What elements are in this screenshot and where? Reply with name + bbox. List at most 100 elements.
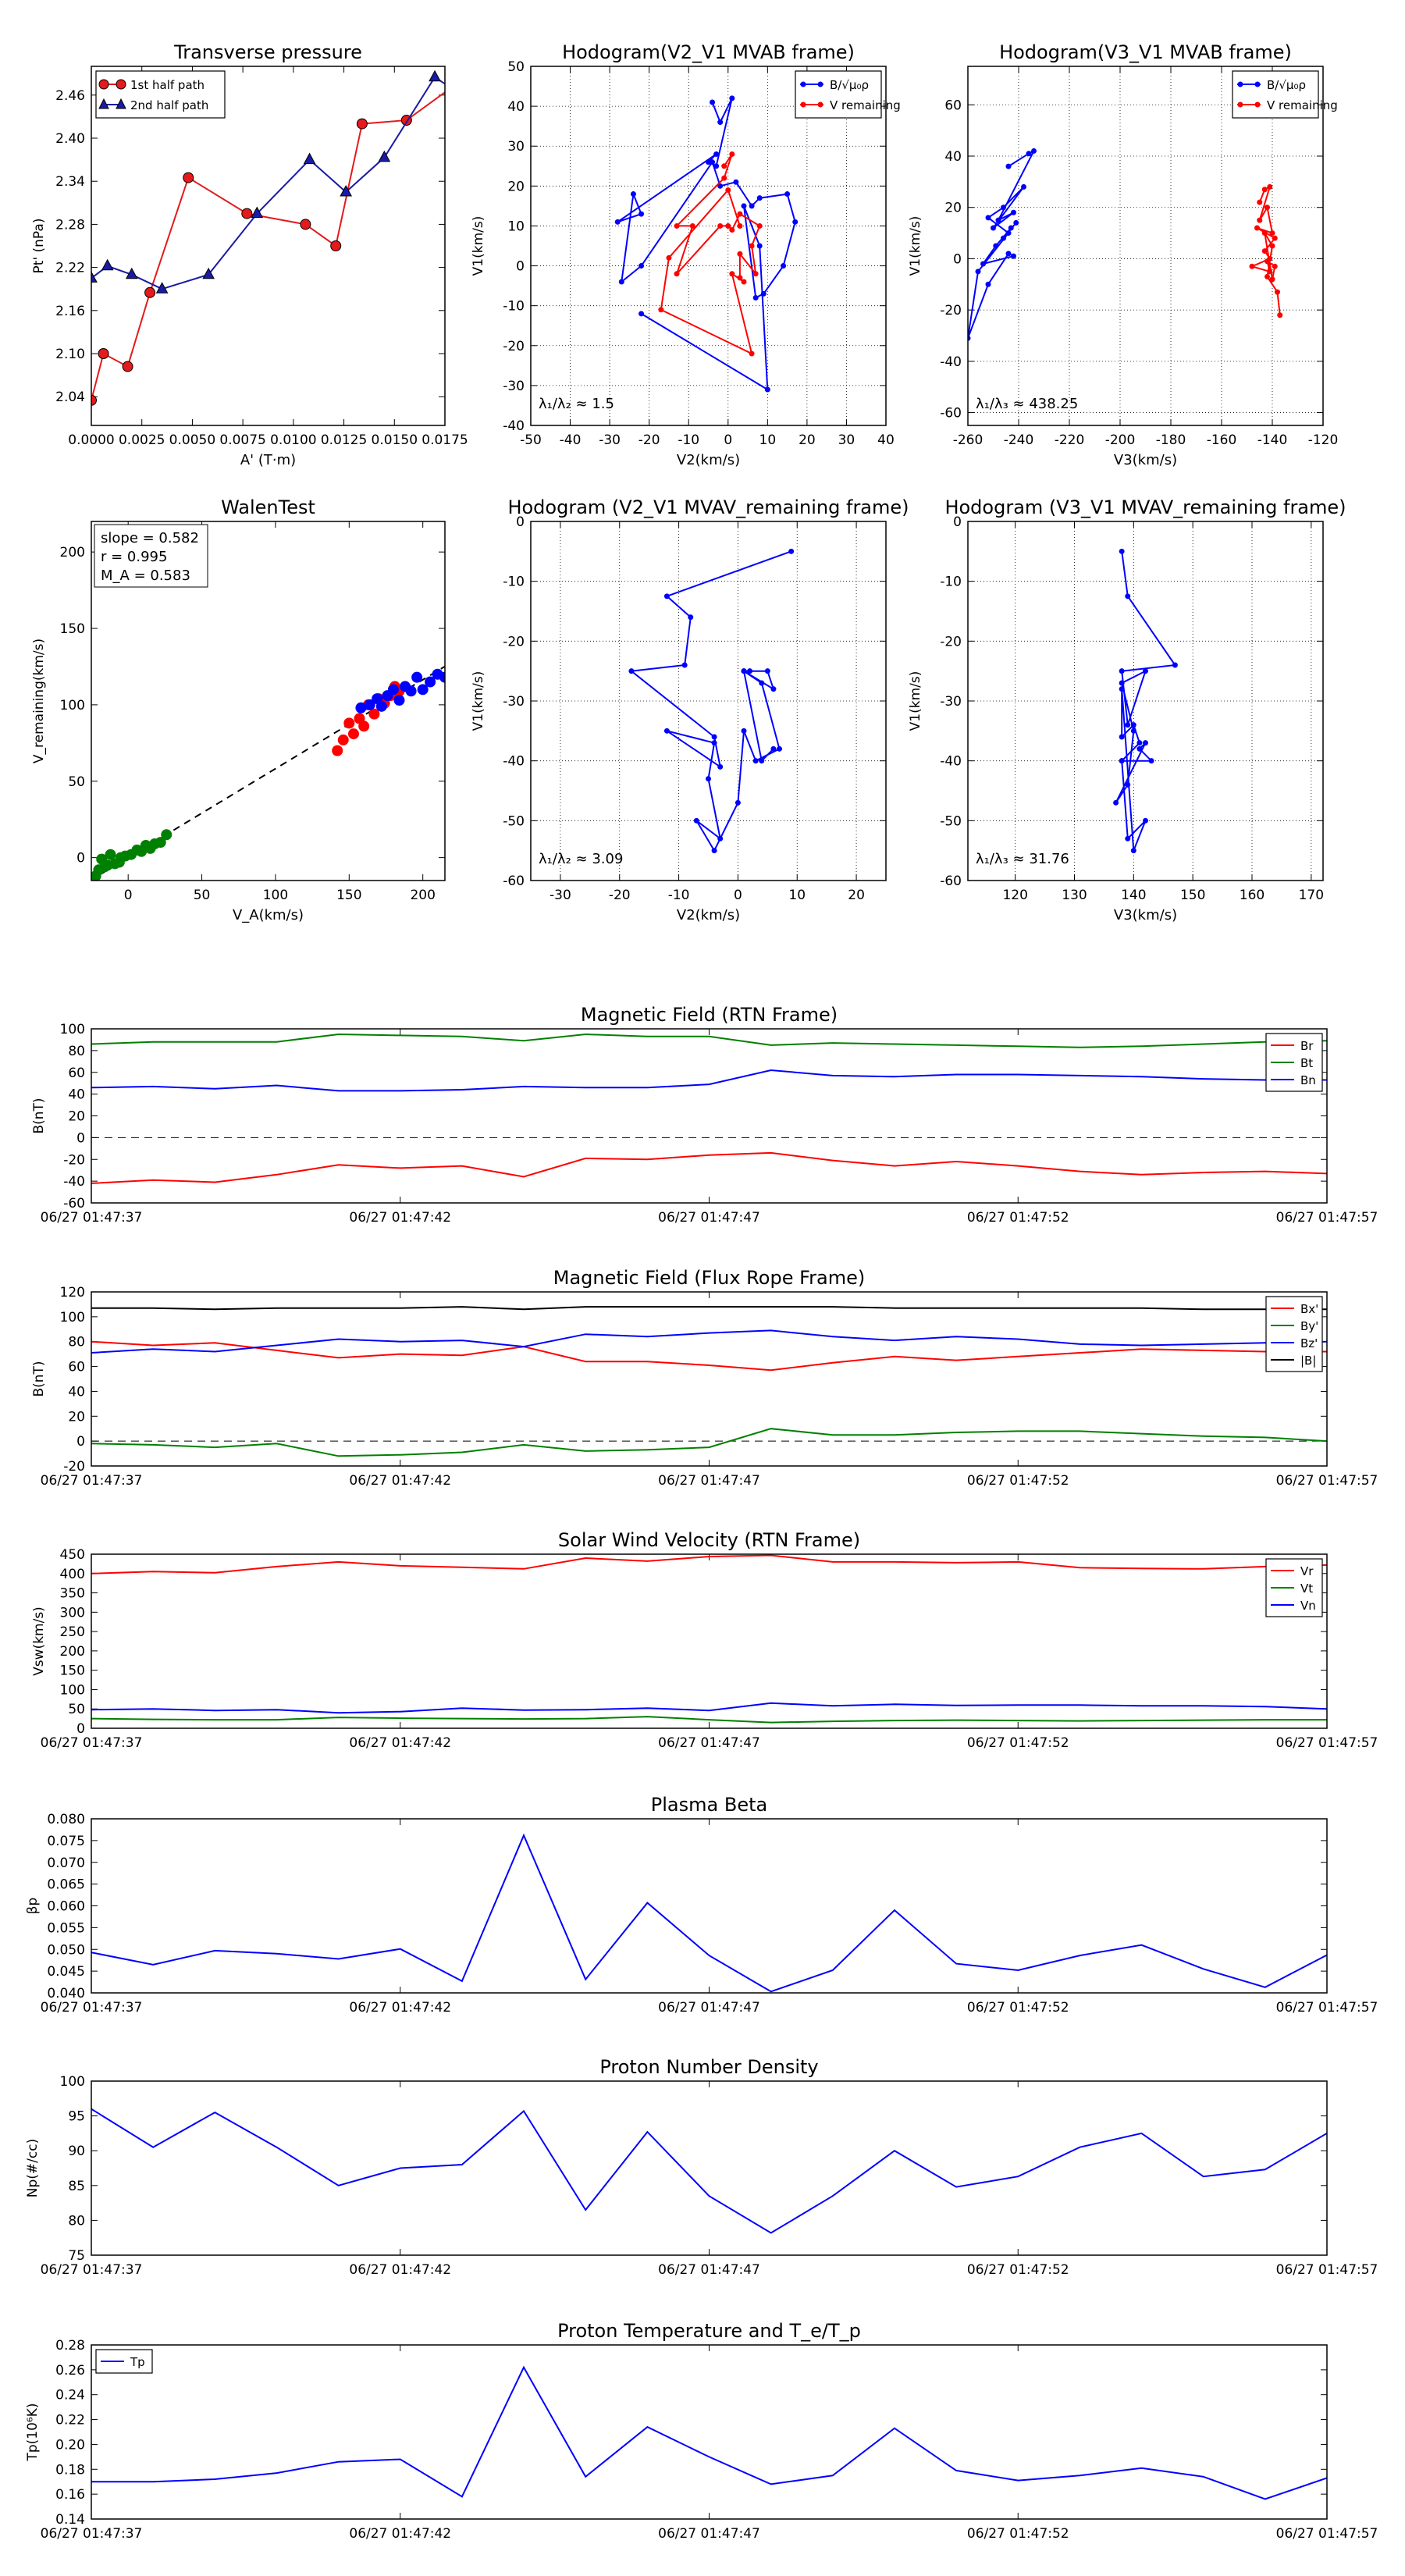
- data-point: [985, 281, 991, 287]
- chart-tp: 06/27 01:47:37 06/27 01:47:42 06/27 01:47:…: [25, 2320, 1378, 2542]
- y-tick-label: -60: [63, 1196, 85, 1212]
- data-point: [717, 183, 724, 189]
- x-tick-label: -10: [668, 888, 690, 903]
- data-point: [1125, 781, 1131, 788]
- data-point: [1269, 276, 1275, 283]
- plot-area: [91, 1033, 1327, 1184]
- legend-marker: [800, 101, 806, 108]
- legend-marker: [1254, 101, 1261, 108]
- y-tick-label: 0.050: [47, 1942, 85, 1958]
- y-tick-label: 0: [76, 1130, 85, 1146]
- data-point: [713, 163, 720, 169]
- y-axis-label: Np(#/cc): [25, 2139, 41, 2197]
- data-point: [1001, 235, 1006, 241]
- y-tick-label: 50: [68, 1702, 85, 1717]
- data-point: [756, 195, 763, 201]
- chart-title: WalenTest: [221, 496, 315, 518]
- x-tick-label: 0.0100: [270, 432, 316, 448]
- x-tick-label: 10: [788, 888, 806, 903]
- y-tick-label: -40: [63, 1174, 85, 1190]
- data-point: [1013, 219, 1019, 226]
- x-tick-label: 06/27 01:47:47: [658, 1473, 760, 1489]
- data-point: [417, 684, 429, 696]
- y-tick-label: 100: [60, 1310, 85, 1325]
- x-tick-label: 06/27 01:47:42: [349, 2526, 451, 2542]
- x-tick-label: 160: [1240, 888, 1264, 903]
- x-tick-label: -200: [1105, 432, 1136, 448]
- y-tick-label: 20: [507, 179, 525, 194]
- x-tick-label: 06/27 01:47:37: [41, 2000, 143, 2016]
- x-tick-label: 50: [194, 888, 211, 903]
- x-tick-label: 06/27 01:47:37: [41, 1473, 143, 1489]
- y-tick-label: -40: [503, 754, 525, 770]
- data-point: [759, 758, 765, 764]
- data-point: [1005, 230, 1012, 237]
- legend-label: Bx': [1300, 1302, 1318, 1316]
- x-tick-label: 06/27 01:47:47: [658, 2000, 760, 2016]
- y-tick-label: -60: [940, 873, 962, 889]
- stats-line: r = 0.995: [101, 549, 167, 565]
- y-tick-label: 40: [507, 99, 525, 115]
- y-tick-label: 0.070: [47, 1856, 85, 1871]
- y-tick-label: 100: [60, 2074, 85, 2090]
- y-tick-label: -10: [940, 575, 962, 590]
- plot-area: [968, 148, 1283, 341]
- x-tick-label: 40: [877, 432, 895, 448]
- y-axis-label: V1(km/s): [471, 216, 486, 276]
- data-point: [439, 671, 445, 683]
- data-point: [1119, 686, 1125, 692]
- data-point: [717, 763, 724, 770]
- data-point: [202, 267, 215, 279]
- data-point: [1136, 740, 1143, 746]
- chart-title: Proton Number Density: [599, 2056, 818, 2078]
- y-tick-label: 20: [68, 1409, 85, 1425]
- y-tick-label: -20: [63, 1152, 85, 1168]
- x-tick-label: 06/27 01:47:42: [349, 2262, 451, 2278]
- data-point: [713, 151, 720, 157]
- data-point: [681, 662, 688, 668]
- data-point: [1264, 205, 1270, 211]
- y-tick-label: 200: [60, 1644, 85, 1660]
- data-point: [1261, 230, 1268, 237]
- x-tick-label: -20: [609, 888, 631, 903]
- x-axis-label: V_A(km/s): [233, 907, 304, 923]
- data-point: [711, 734, 717, 740]
- y-tick-label: 0: [76, 851, 85, 866]
- x-tick-label: 200: [410, 888, 435, 903]
- y-tick-label: 60: [944, 98, 962, 113]
- data-point: [784, 191, 791, 197]
- data-point: [393, 695, 405, 706]
- data-point: [706, 159, 711, 165]
- x-tick-label: 30: [838, 432, 855, 448]
- y-tick-label: -30: [940, 694, 962, 710]
- x-tick-label: 06/27 01:47:47: [658, 2262, 760, 2278]
- y-axis-label: V_remaining(km/s): [31, 639, 47, 763]
- x-tick-label: -180: [1156, 432, 1186, 448]
- y-tick-label: 0: [76, 1434, 85, 1450]
- x-tick-label: 0.0000: [68, 432, 114, 448]
- data-point: [747, 668, 753, 674]
- x-tick-label: 20: [848, 888, 865, 903]
- y-tick-label: -50: [503, 813, 525, 829]
- y-tick-label: 200: [60, 545, 85, 560]
- x-tick-label: 06/27 01:47:57: [1276, 1473, 1378, 1489]
- series-line-vremaining: [660, 153, 761, 355]
- x-tick-label: 06/27 01:47:37: [41, 2526, 143, 2542]
- legend: B/√μ₀ρ V remaining: [795, 70, 901, 119]
- x-tick-label: -10: [678, 432, 699, 448]
- data-point: [251, 206, 264, 219]
- data-point: [1008, 225, 1014, 231]
- legend-label: B/√μ₀ρ: [830, 78, 869, 92]
- series-line-b: [968, 149, 1036, 339]
- data-point: [1031, 148, 1037, 154]
- x-tick-label: 06/27 01:47:57: [1276, 2526, 1378, 2542]
- x-tick-label: 0: [734, 888, 742, 903]
- y-tick-label: 0: [953, 251, 962, 267]
- data-point: [1143, 740, 1148, 746]
- data-point: [993, 243, 999, 249]
- chart-title: Transverse pressure: [173, 41, 362, 63]
- data-point: [756, 243, 763, 249]
- legend-marker: [817, 101, 823, 108]
- x-tick-label: -40: [560, 432, 582, 448]
- series-line-b: [91, 1306, 1327, 1311]
